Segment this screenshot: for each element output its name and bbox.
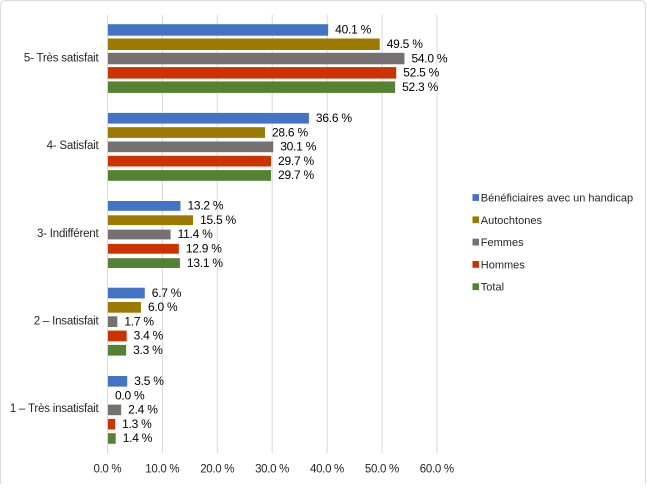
svg-text:Total: Total — [481, 282, 504, 294]
svg-text:6.7 %: 6.7 % — [152, 286, 182, 300]
svg-text:12.9 %: 12.9 % — [186, 242, 222, 256]
svg-text:3.3 %: 3.3 % — [133, 343, 163, 357]
svg-text:13.1 %: 13.1 % — [187, 256, 223, 270]
svg-text:11.4 %: 11.4 % — [178, 227, 214, 241]
svg-text:40.1 %: 40.1 % — [335, 23, 371, 37]
svg-text:1 – Très insatisfait: 1 – Très insatisfait — [10, 403, 100, 415]
svg-text:1.7 %: 1.7 % — [124, 314, 154, 328]
svg-text:3.4 %: 3.4 % — [134, 329, 164, 343]
svg-text:50.0 %: 50.0 % — [365, 463, 399, 475]
svg-text:1.4 %: 1.4 % — [123, 431, 153, 445]
svg-text:4- Satisfait: 4- Satisfait — [47, 140, 100, 152]
svg-text:5- Très satisfait: 5- Très satisfait — [24, 53, 100, 65]
svg-text:0.0 %: 0.0 % — [115, 388, 145, 402]
svg-text:52.5 %: 52.5 % — [403, 66, 439, 80]
svg-text:2.4 %: 2.4 % — [128, 403, 158, 417]
svg-text:Autochtones: Autochtones — [481, 215, 543, 227]
svg-text:29.7 %: 29.7 % — [278, 154, 314, 168]
svg-text:1.3 %: 1.3 % — [122, 417, 152, 431]
svg-text:13.2 %: 13.2 % — [187, 199, 223, 213]
svg-text:29.7 %: 29.7 % — [278, 168, 314, 182]
svg-text:60.0 %: 60.0 % — [420, 463, 454, 475]
svg-text:52.3 %: 52.3 % — [402, 80, 438, 94]
svg-text:28.6 %: 28.6 % — [272, 125, 308, 139]
svg-text:Bénéficiaires avec un handicap: Bénéficiaires avec un handicap — [481, 193, 633, 205]
svg-text:3- Indifférent: 3- Indifférent — [37, 228, 100, 240]
svg-text:54.0 %: 54.0 % — [411, 51, 447, 65]
svg-text:15.5 %: 15.5 % — [200, 213, 236, 227]
svg-text:6.0 %: 6.0 % — [148, 300, 178, 314]
svg-text:49.5 %: 49.5 % — [387, 37, 423, 51]
svg-text:30.0 %: 30.0 % — [255, 463, 289, 475]
svg-text:3.5 %: 3.5 % — [134, 374, 164, 388]
svg-text:0.0 %: 0.0 % — [93, 463, 121, 475]
svg-text:36.6 %: 36.6 % — [316, 111, 352, 125]
svg-text:30.1 %: 30.1 % — [280, 140, 316, 154]
svg-text:2 – Insatisfait: 2 – Insatisfait — [34, 315, 100, 327]
svg-text:40.0 %: 40.0 % — [310, 463, 344, 475]
svg-text:10.0 %: 10.0 % — [145, 463, 179, 475]
svg-text:Femmes: Femmes — [481, 237, 524, 249]
svg-text:20.0 %: 20.0 % — [200, 463, 234, 475]
svg-text:Hommes: Hommes — [481, 259, 526, 271]
